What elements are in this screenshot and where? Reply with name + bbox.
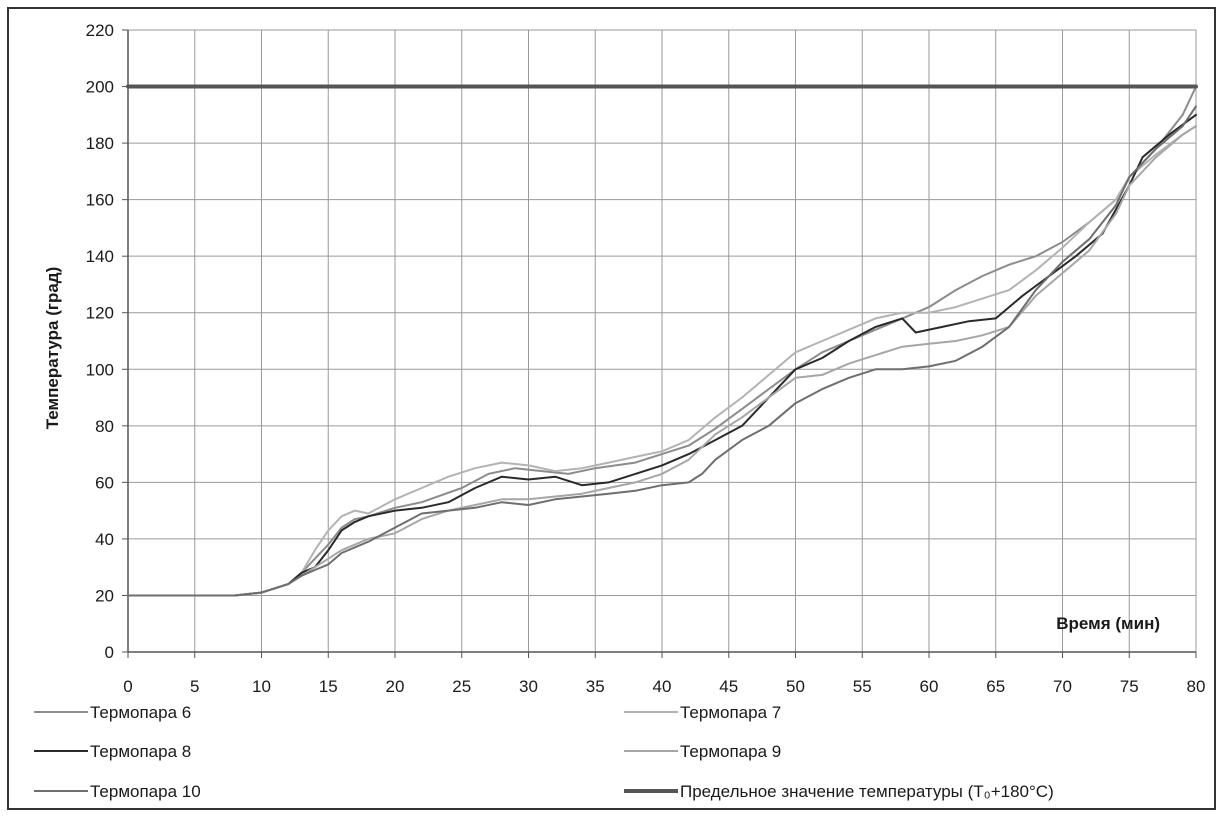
tick-labels: 0 5 10 15 20 25 30 35 40 45 50 55 60 65 70 75 80 0 20 40 60 8… [86, 21, 1206, 696]
series-lines [126, 84, 1198, 597]
y-tick-label: 180 [86, 134, 114, 153]
x-tick-label: 30 [519, 677, 538, 696]
y-tick-label: 200 [86, 78, 114, 97]
y-tick-label: 0 [105, 643, 114, 662]
legend-label-5: Термопара 10 [90, 782, 201, 801]
series-line-2 [127, 125, 1197, 597]
y-tick-label: 80 [95, 417, 114, 436]
x-tick-label: 40 [653, 677, 672, 696]
x-tick-label: 50 [786, 677, 805, 696]
x-tick-label: 20 [386, 677, 405, 696]
series-line-4 [127, 125, 1197, 597]
legend-label-1: Термопара 6 [90, 703, 191, 722]
x-tick-label: 45 [719, 677, 738, 696]
x-tick-label: 75 [1120, 677, 1139, 696]
x-tick-label: 70 [1053, 677, 1072, 696]
x-tick-label: 25 [452, 677, 471, 696]
y-tick-label: 140 [86, 247, 114, 266]
x-tick-label: 15 [319, 677, 338, 696]
y-tick-label: 160 [86, 191, 114, 210]
x-tick-label: 35 [586, 677, 605, 696]
y-tick-label: 220 [86, 21, 114, 40]
legend: Термопара 6 Термопара 7 Термопара 8 Термопа… [34, 703, 1054, 801]
x-tick-label: 65 [986, 677, 1005, 696]
series-line-1 [127, 85, 1197, 597]
x-tick-label: 10 [252, 677, 271, 696]
legend-label-3: Термопара 8 [90, 742, 191, 761]
legend-label-6: Предельное значение температуры (T₀+180°… [680, 782, 1054, 801]
legend-label-4: Термопара 9 [680, 742, 781, 761]
x-tick-label: 80 [1187, 677, 1206, 696]
y-tick-label: 20 [95, 586, 114, 605]
legend-label-2: Термопара 7 [680, 703, 781, 722]
x-tick-label: 0 [123, 677, 132, 696]
y-tick-label: 60 [95, 473, 114, 492]
series-line-3 [127, 113, 1197, 597]
y-tick-label: 100 [86, 360, 114, 379]
series-line-5 [127, 105, 1197, 597]
y-axis-title: Температура (град) [43, 267, 62, 429]
x-tick-label: 55 [853, 677, 872, 696]
x-tick-label: 60 [920, 677, 939, 696]
x-axis-title: Время (мин) [1056, 614, 1160, 633]
x-tick-label: 5 [190, 677, 199, 696]
y-tick-label: 120 [86, 304, 114, 323]
y-tick-label: 40 [95, 530, 114, 549]
axes [122, 29, 1197, 658]
grid [127, 29, 1197, 653]
